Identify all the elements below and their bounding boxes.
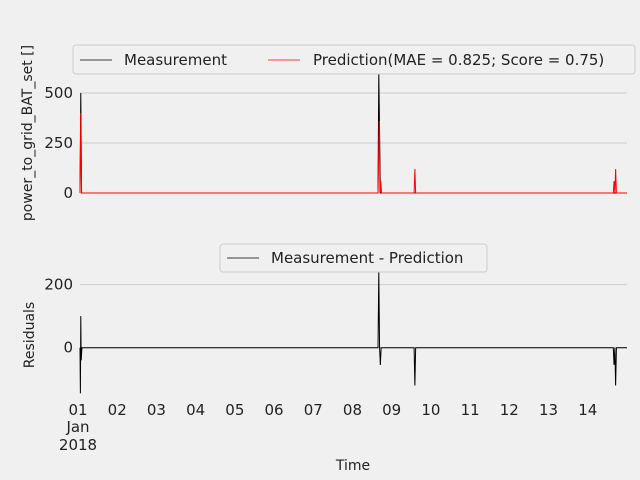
- top-y-ticks: 0 250 500: [44, 84, 73, 202]
- bottom-y-axis-label: Residuals: [22, 302, 38, 368]
- top-series-lines: [79, 72, 627, 194]
- top-y-axis-label: power_to_grid_BAT_set []: [20, 45, 36, 221]
- x-tick-label: 08: [343, 401, 362, 419]
- x-tick-label: 14: [578, 401, 597, 419]
- x-axis-month-label: Jan: [65, 418, 89, 436]
- top-legend: Measurement Prediction(MAE = 0.825; Scor…: [72, 44, 636, 75]
- x-tick-label: 03: [147, 401, 166, 419]
- bottom-legend-box: [219, 243, 488, 273]
- x-tick-label: 02: [108, 401, 127, 419]
- x-axis-label: Time: [335, 458, 370, 474]
- x-tick-label: 09: [382, 401, 401, 419]
- x-tick-label: 10: [421, 401, 440, 419]
- top-panel: 0 250 500 power_to_grid_BAT_set [] Measure…: [20, 44, 636, 221]
- bottom-y-tick-label: 0: [63, 339, 73, 357]
- x-axis-ticks: 01 02 03 04 05 06 07 08 09 10 11 12 13 14: [68, 401, 597, 419]
- top-y-tick-label: 500: [44, 84, 73, 102]
- x-tick-label: 11: [461, 401, 480, 419]
- x-tick-label: 07: [304, 401, 323, 419]
- bottom-panel: 0 200 01 02 03 04 05 06 07 08 09 10 11 12 13 14 Jan 20…: [22, 243, 627, 474]
- x-tick-label: 06: [265, 401, 284, 419]
- x-axis-year-label: 2018: [59, 436, 97, 454]
- legend-measurement-label: Measurement: [124, 51, 227, 69]
- top-y-tick-label: 0: [63, 184, 73, 202]
- bottom-gridlines: [80, 284, 627, 349]
- x-tick-label: 12: [500, 401, 519, 419]
- bottom-y-ticks: 0 200: [44, 276, 73, 357]
- legend-prediction-label: Prediction(MAE = 0.825; Score = 0.75): [313, 51, 604, 69]
- x-tick-label: 05: [225, 401, 244, 419]
- bottom-y-tick-label: 200: [44, 276, 73, 294]
- top-y-tick-label: 250: [44, 134, 73, 152]
- bottom-series-lines: [79, 271, 627, 394]
- x-tick-label: 04: [186, 401, 205, 419]
- legend-residual-label: Measurement - Prediction: [271, 249, 463, 267]
- top-legend-box: [72, 44, 636, 75]
- top-series-line-1: [79, 112, 627, 194]
- x-tick-label: 13: [539, 401, 558, 419]
- top-series-line-0: [79, 72, 627, 194]
- x-tick-label: 01: [68, 401, 87, 419]
- top-gridlines: [80, 92, 627, 194]
- bottom-series-line-0: [79, 271, 627, 394]
- bottom-legend: Measurement - Prediction: [219, 243, 488, 273]
